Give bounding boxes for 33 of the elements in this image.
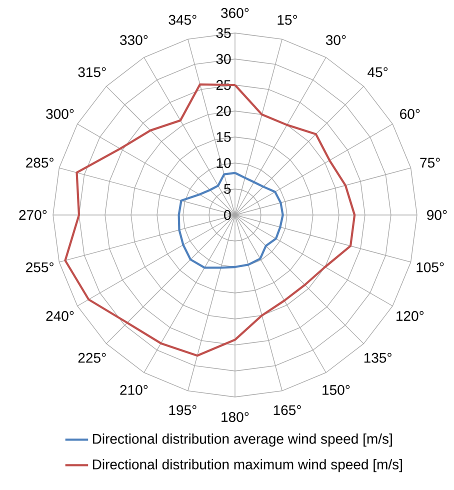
spoke-label: 270° <box>19 210 47 220</box>
spoke-label: 105° <box>416 262 444 272</box>
spoke-label: 30° <box>326 35 346 46</box>
spoke-label: 75° <box>420 158 440 168</box>
spoke-label: 360° <box>221 8 249 18</box>
spoke-label: 225° <box>78 352 106 363</box>
y-tick-label: 20 <box>216 106 231 116</box>
spoke-label: 240° <box>46 311 74 321</box>
y-tick-label: 10 <box>216 158 231 168</box>
spoke-label: 120° <box>396 311 424 321</box>
spoke-label: 150° <box>322 385 350 395</box>
y-tick-label: 0 <box>224 210 231 220</box>
spoke-label: 330° <box>120 35 148 46</box>
y-tick-label: 15 <box>216 132 231 142</box>
spoke-label: 195° <box>169 405 196 416</box>
spoke-label: 315° <box>78 67 106 78</box>
y-tick-label: 5 <box>224 184 231 194</box>
spoke-label: 285° <box>26 158 54 168</box>
spoke-label: 300° <box>46 109 74 119</box>
spoke-label: 180° <box>222 412 249 422</box>
spoke-label: 15° <box>278 14 298 25</box>
spoke-label: 135° <box>364 352 392 363</box>
y-tick-label: 35 <box>216 28 231 38</box>
spoke-label: 345° <box>168 14 196 25</box>
spoke-label: 210° <box>120 385 148 395</box>
y-tick-label: 30 <box>216 54 231 64</box>
spoke-label: 255° <box>26 262 54 272</box>
spoke-label: 60° <box>400 109 420 119</box>
spoke-label: 45° <box>368 67 388 78</box>
spoke-label: 90° <box>427 210 447 220</box>
legend-label: Directional distribution average wind speed [m/s] <box>92 434 392 447</box>
legend-label: Directional distribution maximum wind speed [m/s] <box>92 459 402 472</box>
spoke-label: 165° <box>274 405 301 416</box>
